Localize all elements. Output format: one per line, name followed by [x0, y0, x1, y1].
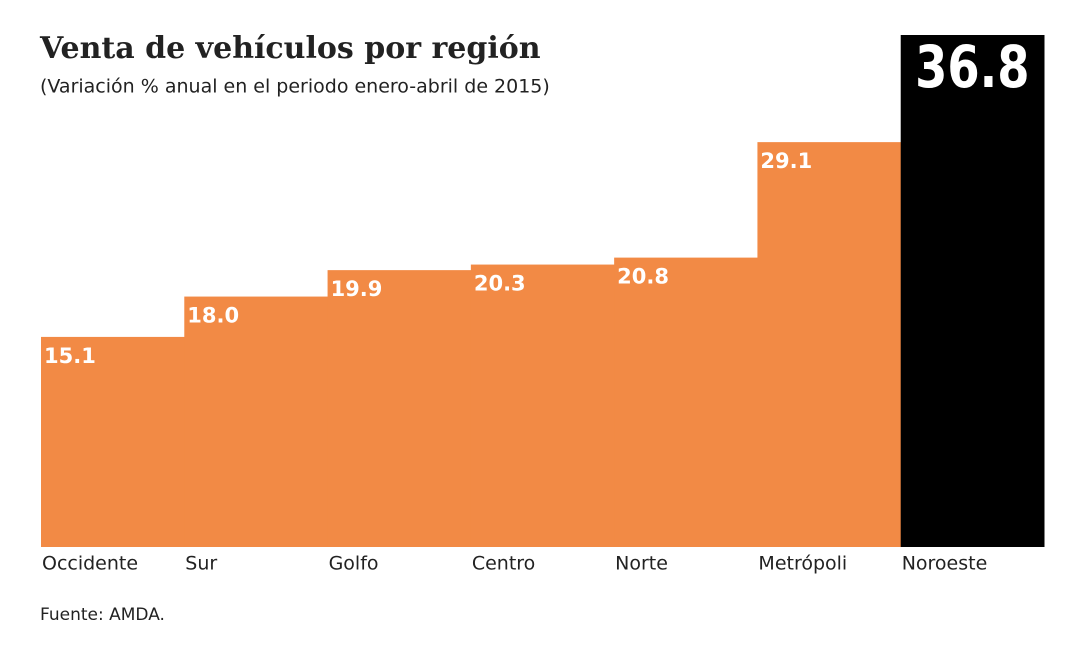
bar	[900, 35, 1045, 547]
x-tick-label: Norte	[615, 553, 668, 575]
bar	[614, 257, 758, 547]
x-tick-label: Golfo	[329, 553, 379, 575]
x-tick-label: Centro	[472, 553, 535, 575]
bar	[757, 142, 902, 547]
bar	[327, 270, 472, 547]
bar	[41, 336, 185, 547]
bar	[470, 264, 615, 547]
value-label: 18.0	[187, 304, 239, 328]
source: Fuente: AMDA.	[40, 605, 165, 625]
value-label: 19.9	[331, 277, 383, 301]
x-tick-label: Noroeste	[902, 553, 988, 575]
chart-title: Venta de vehículos por región	[39, 31, 541, 66]
value-label: 36.8	[915, 34, 1029, 101]
value-label: 15.1	[44, 344, 96, 368]
x-tick-label: Occidente	[42, 553, 138, 575]
value-label: 29.1	[760, 149, 812, 173]
x-tick-label: Sur	[185, 553, 217, 575]
x-tick-label: Metrópoli	[758, 553, 847, 575]
chart-subtitle: (Variación % anual en el periodo enero-a…	[40, 76, 550, 98]
value-label: 20.3	[474, 272, 526, 296]
value-label: 20.8	[617, 265, 669, 289]
bar	[184, 296, 329, 547]
